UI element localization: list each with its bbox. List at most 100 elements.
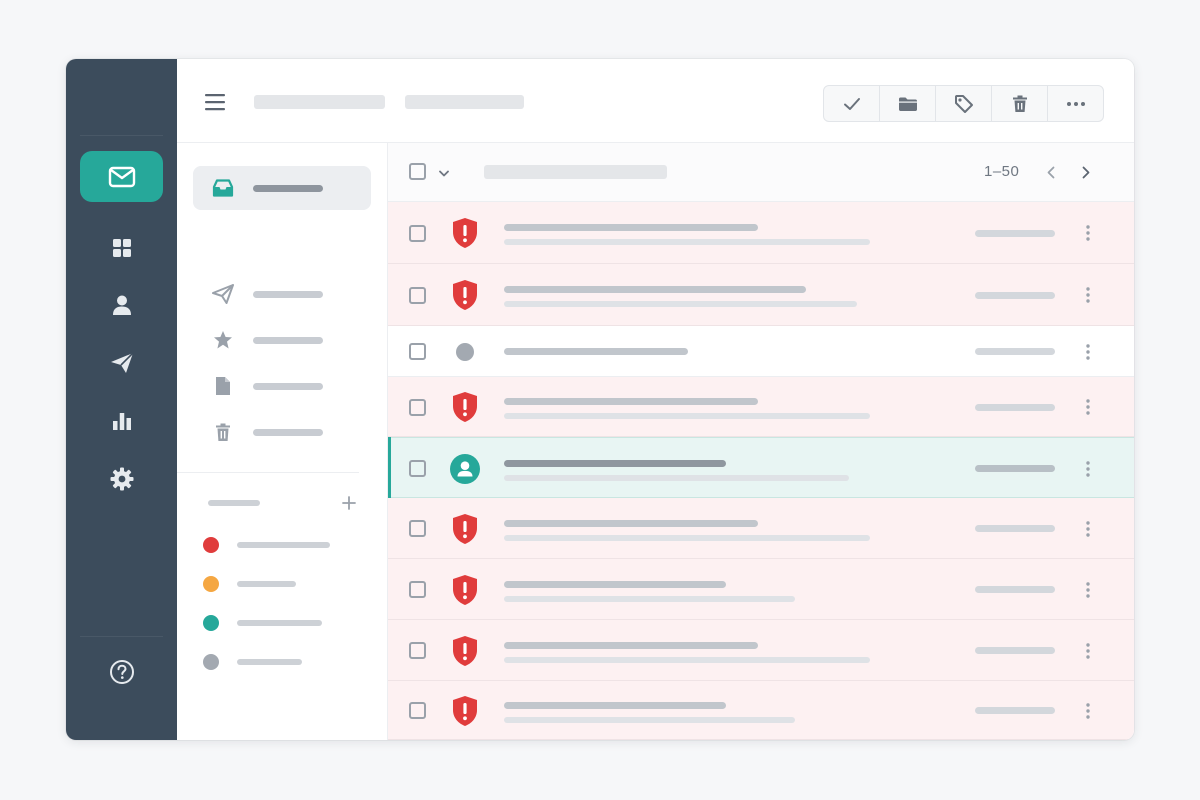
rail-divider [80, 636, 163, 637]
label-item[interactable] [203, 612, 322, 634]
select-all-checkbox[interactable] [409, 163, 426, 180]
row-more-button[interactable] [1078, 578, 1098, 602]
row-more-button[interactable] [1078, 283, 1098, 307]
mail-icon [108, 166, 135, 187]
rail-contacts-button[interactable] [66, 285, 177, 325]
flagged-message-row[interactable] [388, 377, 1134, 437]
folder-label-placeholder [253, 290, 323, 298]
rail-settings-button[interactable] [66, 459, 177, 499]
flagged-message-row[interactable] [388, 681, 1134, 740]
row-more-button[interactable] [1078, 221, 1098, 245]
row-checkbox[interactable] [409, 702, 426, 719]
row-more-button[interactable] [1078, 395, 1098, 419]
row-checkbox[interactable] [409, 224, 426, 242]
row-subject-placeholder [504, 580, 726, 588]
trash-icon [1012, 95, 1027, 112]
row-subject-placeholder [504, 286, 806, 293]
label-name-placeholder [237, 620, 322, 626]
row-date-placeholder [975, 707, 1055, 714]
previous-page-button[interactable] [1039, 160, 1063, 184]
row-preview-placeholder [504, 534, 870, 541]
folder-item-trash[interactable] [193, 410, 371, 454]
more-vertical-icon [1086, 343, 1090, 360]
delete-button[interactable] [992, 86, 1048, 121]
row-more-button[interactable] [1078, 340, 1098, 364]
document-icon [216, 377, 230, 395]
folder-item-inbox[interactable] [193, 166, 371, 210]
flagged-message-row[interactable] [388, 498, 1134, 559]
row-subject-placeholder [504, 348, 688, 355]
select-options-button[interactable] [436, 165, 452, 181]
menu-button[interactable] [202, 89, 228, 115]
add-label-button[interactable] [340, 494, 358, 512]
list-header: 1–50 [388, 143, 1134, 202]
label-color-dot [203, 615, 219, 631]
flagged-message-row[interactable] [388, 620, 1134, 681]
mark-done-button[interactable] [824, 86, 880, 121]
label-item[interactable] [203, 573, 296, 595]
rail-analytics-button[interactable] [66, 401, 177, 441]
label-button[interactable] [936, 86, 992, 121]
row-date-placeholder [975, 229, 1055, 237]
send-icon [212, 284, 234, 304]
row-status-badge [450, 513, 480, 544]
row-preview-placeholder [504, 656, 870, 663]
label-item[interactable] [203, 534, 330, 556]
folder-item-drafts[interactable] [193, 364, 371, 408]
folder-pane [177, 143, 388, 740]
selected-message-row[interactable] [388, 437, 1134, 498]
folder-item-starred[interactable] [193, 318, 371, 362]
more-vertical-icon [1086, 520, 1090, 537]
folder-item-sent[interactable] [193, 272, 371, 316]
flagged-message-row[interactable] [388, 264, 1134, 326]
flagged-message-row[interactable] [388, 559, 1134, 620]
label-item[interactable] [203, 651, 302, 673]
tag-icon [954, 94, 973, 113]
more-actions-button[interactable] [1048, 86, 1103, 121]
rail-send-button[interactable] [66, 343, 177, 383]
more-vertical-icon [1086, 702, 1090, 719]
label-name-placeholder [237, 542, 330, 548]
row-checkbox[interactable] [409, 286, 426, 304]
row-checkbox[interactable] [409, 581, 426, 598]
rail-dashboard-button[interactable] [66, 228, 177, 268]
rail-help-button[interactable] [66, 652, 177, 692]
row-more-button[interactable] [1078, 639, 1098, 663]
row-status-badge [450, 695, 480, 726]
breadcrumb-placeholder [254, 95, 385, 109]
more-horizontal-icon [1066, 101, 1085, 106]
more-vertical-icon [1086, 460, 1090, 477]
row-subject-placeholder [504, 519, 758, 527]
top-bar [177, 59, 1134, 143]
check-icon [843, 97, 860, 110]
row-date-placeholder [975, 586, 1055, 593]
hamburger-icon [205, 94, 225, 111]
folder-divider [177, 472, 359, 473]
row-subject-placeholder [504, 641, 758, 649]
next-page-button[interactable] [1074, 160, 1098, 184]
more-vertical-icon [1086, 399, 1090, 415]
message-row[interactable] [388, 326, 1134, 377]
mail-app-window: 1–50 [66, 59, 1134, 740]
row-date-placeholder [975, 525, 1055, 532]
row-preview-placeholder [504, 239, 870, 245]
row-status-badge [450, 453, 480, 484]
row-checkbox[interactable] [409, 398, 426, 416]
row-checkbox[interactable] [409, 520, 426, 537]
row-checkbox[interactable] [409, 460, 426, 477]
rail-mail-button[interactable] [80, 151, 163, 202]
more-vertical-icon [1086, 225, 1090, 241]
folder-label-placeholder [253, 336, 323, 344]
chevron-left-icon [1047, 166, 1055, 178]
flagged-message-row[interactable] [388, 202, 1134, 264]
row-preview-placeholder [504, 716, 795, 723]
row-date-placeholder [975, 465, 1055, 472]
row-more-button[interactable] [1078, 517, 1098, 541]
row-more-button[interactable] [1078, 699, 1098, 723]
move-to-folder-button[interactable] [880, 86, 936, 121]
row-checkbox[interactable] [409, 642, 426, 659]
folder-label-placeholder [253, 184, 323, 192]
row-checkbox[interactable] [409, 343, 426, 360]
row-more-button[interactable] [1078, 457, 1098, 481]
user-icon [112, 295, 131, 315]
